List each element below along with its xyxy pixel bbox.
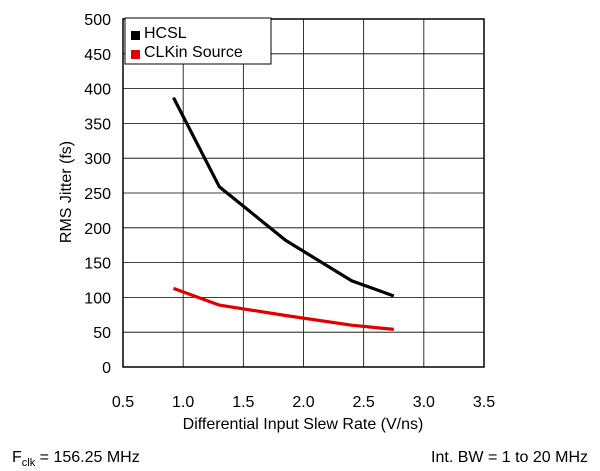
y-tick-label: 200 — [84, 221, 111, 238]
legend-label-hcsl: HCSL — [144, 25, 187, 42]
grid-lines — [122, 18, 485, 368]
y-tick-label: 50 — [93, 325, 111, 342]
x-tick-label: 1.5 — [232, 394, 254, 411]
x-tick-label: 2.0 — [292, 394, 314, 411]
y-tick-label: 350 — [84, 116, 111, 133]
series-line-clkin-source — [172, 286, 394, 331]
legend-swatch-clkin — [131, 50, 140, 59]
series-line-hcsl — [172, 96, 395, 298]
footer-int-bw: Int. BW = 1 to 20 MHz — [431, 449, 588, 466]
y-tick-label: 450 — [84, 47, 111, 64]
legend-box — [124, 17, 272, 65]
x-tick-label: 3.0 — [413, 394, 435, 411]
x-tick-label: 0.5 — [112, 394, 134, 411]
x-tick-label: 2.5 — [353, 394, 375, 411]
y-tick-label: 100 — [84, 290, 111, 307]
legend: HCSL CLKin Source — [124, 17, 272, 65]
legend-swatch-hcsl — [131, 31, 140, 40]
y-tick-label: 500 — [84, 12, 111, 29]
x-tick-label: 3.5 — [473, 394, 495, 411]
x-tick-label: 1.0 — [172, 394, 194, 411]
legend-label-clkin: CLKin Source — [144, 44, 243, 61]
footer-fclk: Fclk = 156.25 MHz — [12, 449, 140, 469]
y-tick-label: 300 — [84, 151, 111, 168]
x-axis-label: Differential Input Slew Rate (V/ns) — [183, 416, 424, 433]
series-layer — [172, 96, 395, 331]
y-tick-label: 150 — [84, 256, 111, 273]
y-tick-label: 400 — [84, 82, 111, 99]
y-tick-label: 250 — [84, 186, 111, 203]
plot-frame — [122, 18, 485, 368]
y-axis-label: RMS Jitter (fs) — [58, 141, 75, 243]
tick-labels: 0.5 1.0 1.5 2.0 2.5 3.0 3.5 0 50 100 150 200 250 300 3… — [84, 12, 495, 411]
y-tick-label: 0 — [102, 360, 111, 377]
